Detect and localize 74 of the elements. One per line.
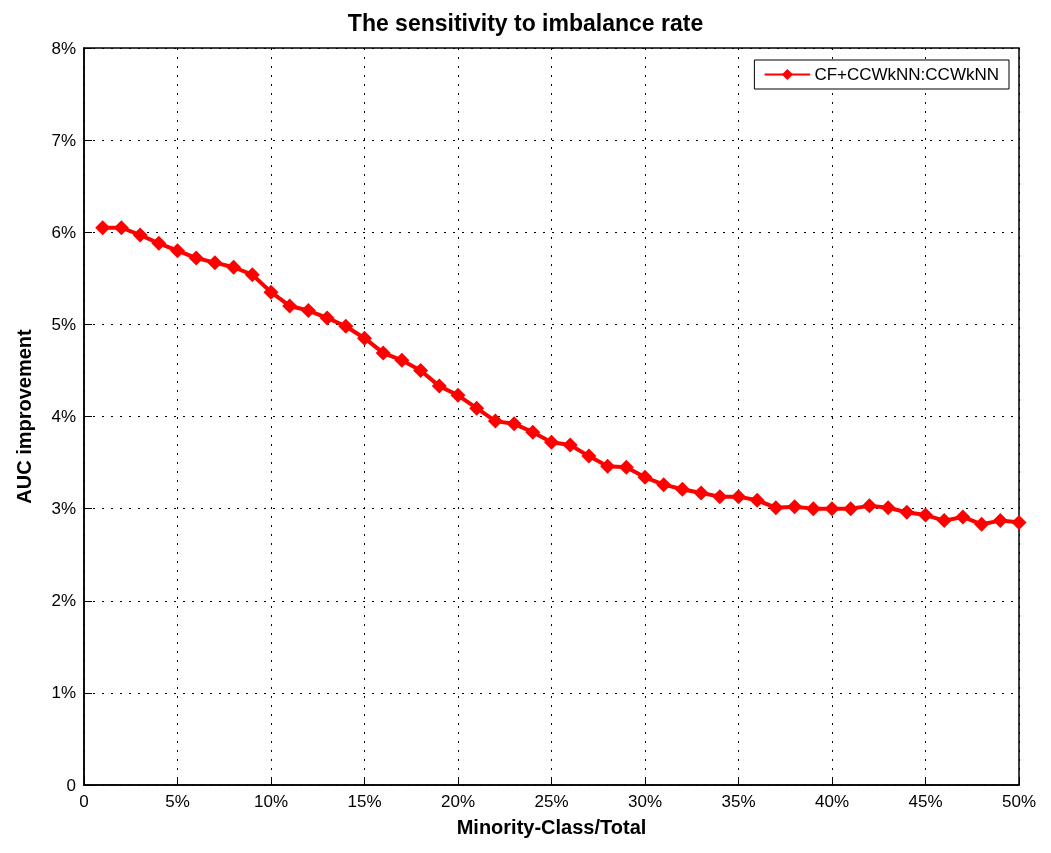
x-tick-label: 25% <box>534 792 569 811</box>
point <box>132 227 148 243</box>
y-tick-label: 6% <box>51 222 76 242</box>
point <box>188 250 204 266</box>
point <box>525 424 541 440</box>
y-tick-label: 4% <box>51 407 76 426</box>
point <box>357 330 372 346</box>
point <box>300 303 316 319</box>
point <box>113 220 129 236</box>
point <box>656 477 672 493</box>
chart-title: The sensitivity to imbalance rate <box>347 9 704 36</box>
point <box>880 500 896 516</box>
point <box>843 501 859 517</box>
y-tick-label: 3% <box>51 499 76 519</box>
point <box>600 458 616 474</box>
point <box>469 400 485 416</box>
point <box>955 509 971 525</box>
y-tick-label: 1% <box>51 683 76 703</box>
point <box>861 498 877 514</box>
point <box>562 437 578 453</box>
point <box>431 378 447 394</box>
y-tick-label: 0 <box>66 775 76 795</box>
x-tick-label: 50% <box>1001 792 1037 811</box>
y-tick-label: 8% <box>51 38 76 58</box>
point <box>936 513 952 529</box>
point <box>693 485 709 501</box>
point <box>1011 514 1027 530</box>
point <box>805 501 821 517</box>
point <box>974 516 990 532</box>
point <box>413 362 429 378</box>
x-tick-label: 0 <box>79 792 89 811</box>
point <box>899 504 915 520</box>
y-tick-label: 2% <box>51 591 76 611</box>
point <box>263 284 279 300</box>
point <box>151 235 167 251</box>
point <box>787 499 803 515</box>
point <box>581 448 597 464</box>
point <box>244 267 260 283</box>
point <box>674 481 690 497</box>
point <box>768 500 784 516</box>
x-tick-label: 10% <box>253 792 289 811</box>
point <box>992 513 1008 529</box>
point <box>487 413 503 429</box>
point <box>338 318 354 334</box>
point <box>506 416 522 432</box>
y-tick-label: 7% <box>51 130 76 150</box>
x-tick-label: 15% <box>347 792 382 811</box>
x-tick-label: 35% <box>721 792 756 811</box>
point <box>450 387 466 403</box>
x-tick-label: 20% <box>440 792 476 811</box>
point <box>375 345 391 361</box>
x-tick-label: 45% <box>908 792 943 811</box>
x-tick-label: 30% <box>627 792 663 811</box>
point <box>282 298 298 314</box>
point <box>170 243 185 259</box>
x-tick-label: 40% <box>814 792 850 811</box>
point <box>394 352 410 368</box>
y-tick-label: 5% <box>51 314 76 334</box>
point <box>824 501 840 517</box>
point <box>731 489 746 505</box>
point <box>95 220 111 236</box>
point <box>544 434 559 450</box>
y-axis-title: AUC improvement <box>13 328 35 504</box>
point <box>637 469 653 485</box>
point <box>226 259 242 275</box>
point <box>749 492 765 508</box>
x-tick-label: 5% <box>165 792 190 811</box>
point <box>207 255 223 271</box>
point <box>319 310 335 326</box>
x-axis-title: Minority-Class/Total <box>456 816 647 838</box>
point <box>618 459 634 475</box>
point <box>712 489 728 505</box>
point <box>918 507 933 523</box>
legend-label: CF+CCWkNN:CCWkNN <box>814 65 1000 84</box>
